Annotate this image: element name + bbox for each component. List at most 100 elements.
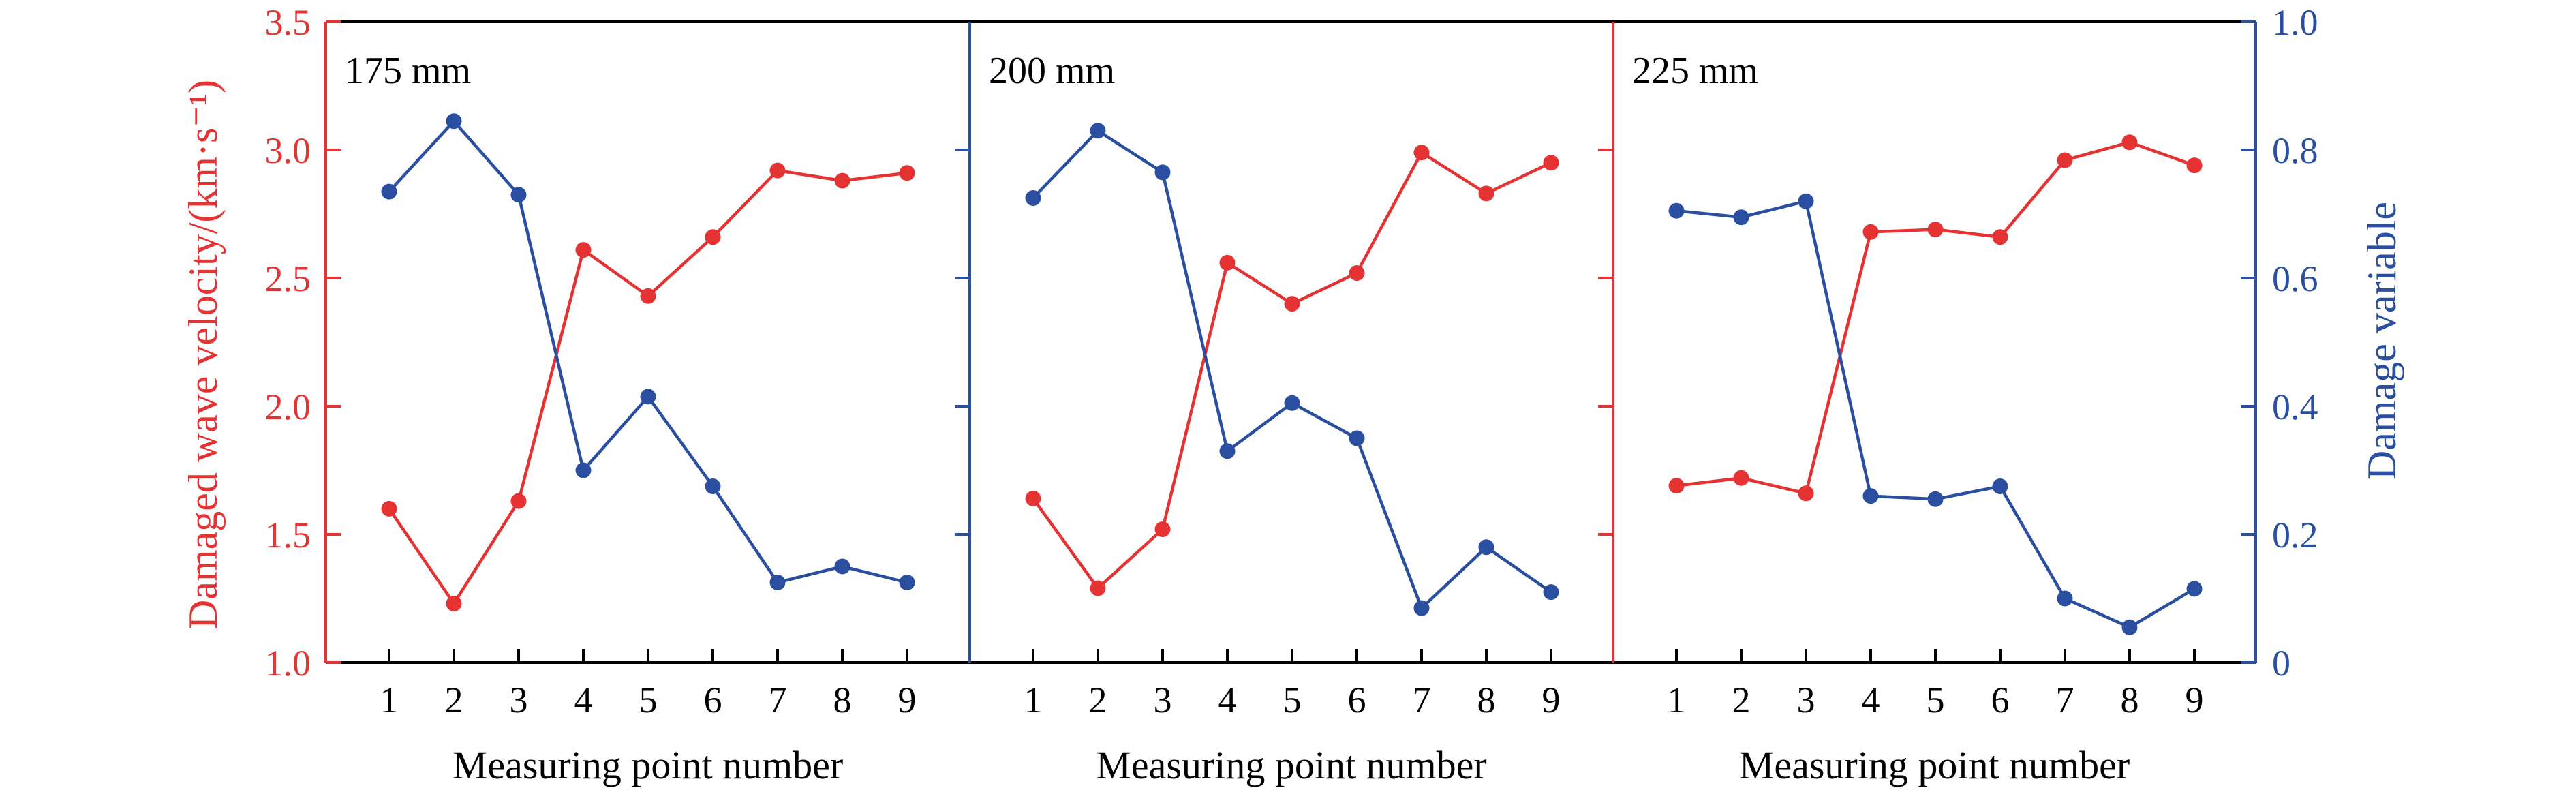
damage-variable-line: [1676, 199, 2196, 629]
left-axis-tick-label: 3.5: [265, 2, 311, 43]
damage-variable-point: [1284, 395, 1300, 411]
wave-velocity-point: [1668, 478, 1685, 494]
x-axis-tick-label: 5: [639, 680, 658, 720]
x-axis-tick-label: 5: [1283, 680, 1302, 720]
x-axis-tick-label: 2: [445, 680, 463, 720]
wave-velocity-point: [1927, 222, 1944, 238]
wave-velocity-line: [1032, 151, 1552, 590]
wave-velocity-point: [1543, 155, 1559, 171]
x-axis-tick-label: 7: [1413, 680, 1431, 720]
damage-variable-point: [1798, 193, 1814, 209]
wave-velocity-point: [640, 288, 656, 304]
damage-variable-point: [1668, 202, 1685, 219]
x-axis-tick-label: 1: [1024, 680, 1043, 720]
wave-velocity-point: [1219, 254, 1236, 271]
right-axis-tick-label: 0.6: [2272, 258, 2318, 299]
wave-velocity-point: [1025, 490, 1041, 506]
x-axis-title: Measuring point number: [453, 743, 843, 787]
damage-variable-point: [1090, 123, 1106, 139]
right-axis-title: Damage variable: [2359, 202, 2404, 480]
x-axis-tick-label: 8: [2121, 680, 2139, 720]
wave-velocity-point: [1478, 185, 1494, 202]
damage-variable-line: [388, 119, 908, 584]
damage-variable-point: [1154, 164, 1171, 181]
wave-velocity-point: [1862, 224, 1879, 240]
x-axis-tick-label: 8: [833, 680, 852, 720]
x-axis-tick-label: 9: [1542, 680, 1561, 720]
x-axis-tick-label: 4: [574, 680, 593, 720]
axis-ticks: [326, 20, 2256, 664]
right-axis-tick-label: 0.2: [2272, 515, 2318, 556]
panel-label: 200 mm: [989, 50, 1115, 92]
panel-label: 225 mm: [1632, 50, 1758, 92]
right-axis-tick-label: 0.4: [2272, 386, 2318, 427]
damage-variable-point: [1543, 584, 1559, 601]
left-axis-title: Damaged wave velocity/(km·s⁻¹): [181, 80, 226, 629]
x-axis-tick-label: 7: [769, 680, 787, 720]
wave-velocity-line: [1676, 140, 2195, 496]
wave-velocity-point: [1733, 470, 1749, 486]
x-axis-tick-label: 4: [1218, 680, 1237, 720]
damage-variable-point: [1992, 478, 2008, 494]
damage-variable-point: [1025, 190, 1041, 206]
damage-variable-point: [899, 575, 915, 590]
x-axis-tick-label: 5: [1927, 680, 1945, 720]
damage-variable-point: [705, 478, 721, 494]
wave-velocity-point: [575, 242, 592, 258]
left-axis-tick-label: 3.0: [265, 130, 311, 171]
right-axis-tick-label: 0: [2272, 643, 2290, 684]
left-axis-tick-label: 1.0: [265, 643, 311, 684]
x-axis-tick-label: 2: [1732, 680, 1751, 720]
x-axis-tick-label: 9: [2186, 680, 2204, 720]
wave-velocity-point: [510, 493, 527, 509]
wave-velocity-point: [2186, 157, 2203, 174]
wave-velocity-point: [1798, 485, 1814, 502]
wave-velocity-point: [446, 596, 462, 611]
damage-variable-point: [2186, 581, 2203, 597]
damage-variable-point: [1413, 600, 1430, 616]
x-axis-title: Measuring point number: [1739, 743, 2130, 787]
x-axis-tick-label: 7: [2056, 680, 2074, 720]
wave-velocity-point: [1284, 296, 1300, 312]
damage-variable-point: [1478, 539, 1494, 556]
x-axis-tick-label: 3: [510, 680, 528, 720]
wave-velocity-point: [1090, 580, 1106, 596]
x-axis-tick-label: 4: [1862, 680, 1880, 720]
wave-velocity-point: [1154, 521, 1171, 537]
damage-variable-point: [640, 389, 656, 405]
right-axis-tick-label: 0.8: [2272, 130, 2318, 171]
wave-velocity-point: [705, 229, 721, 245]
wave-velocity-point: [2121, 134, 2138, 151]
wave-velocity-point: [2057, 152, 2073, 168]
x-axis-tick-label: 6: [1991, 680, 2010, 720]
damage-variable-point: [1349, 430, 1365, 446]
damage-variable-point: [510, 187, 527, 203]
panel-label: 175 mm: [345, 50, 471, 92]
wave-velocity-point: [834, 172, 850, 189]
x-axis-tick-label: 1: [1668, 680, 1686, 720]
x-axis-tick-label: 6: [1348, 680, 1366, 720]
left-axis-tick-label: 2.0: [265, 386, 311, 427]
left-axis-tick-label: 1.5: [265, 515, 311, 556]
x-axis-tick-label: 3: [1797, 680, 1815, 720]
panel-frames: [324, 20, 2257, 664]
damage-variable-point: [575, 462, 592, 478]
damage-variable-point: [1927, 491, 1944, 507]
data-series: [381, 113, 2203, 635]
wave-velocity-point: [769, 162, 786, 179]
x-axis-tick-label: 8: [1477, 680, 1496, 720]
wave-velocity-line: [388, 168, 908, 605]
x-axis-tick-label: 9: [898, 680, 917, 720]
x-axis-tick-label: 2: [1089, 680, 1107, 720]
damage-variable-point: [1219, 443, 1236, 459]
wave-velocity-point: [1992, 229, 2008, 245]
wave-velocity-point: [381, 500, 397, 517]
right-axis-tick-label: 1.0: [2272, 2, 2318, 43]
damage-variable-point: [381, 183, 397, 200]
left-axis-tick-label: 2.5: [265, 258, 311, 299]
damage-variable-point: [2121, 619, 2138, 635]
damage-variable-point: [1862, 488, 1879, 504]
damage-variable-point: [1733, 209, 1749, 226]
damage-variable-point: [834, 558, 850, 575]
